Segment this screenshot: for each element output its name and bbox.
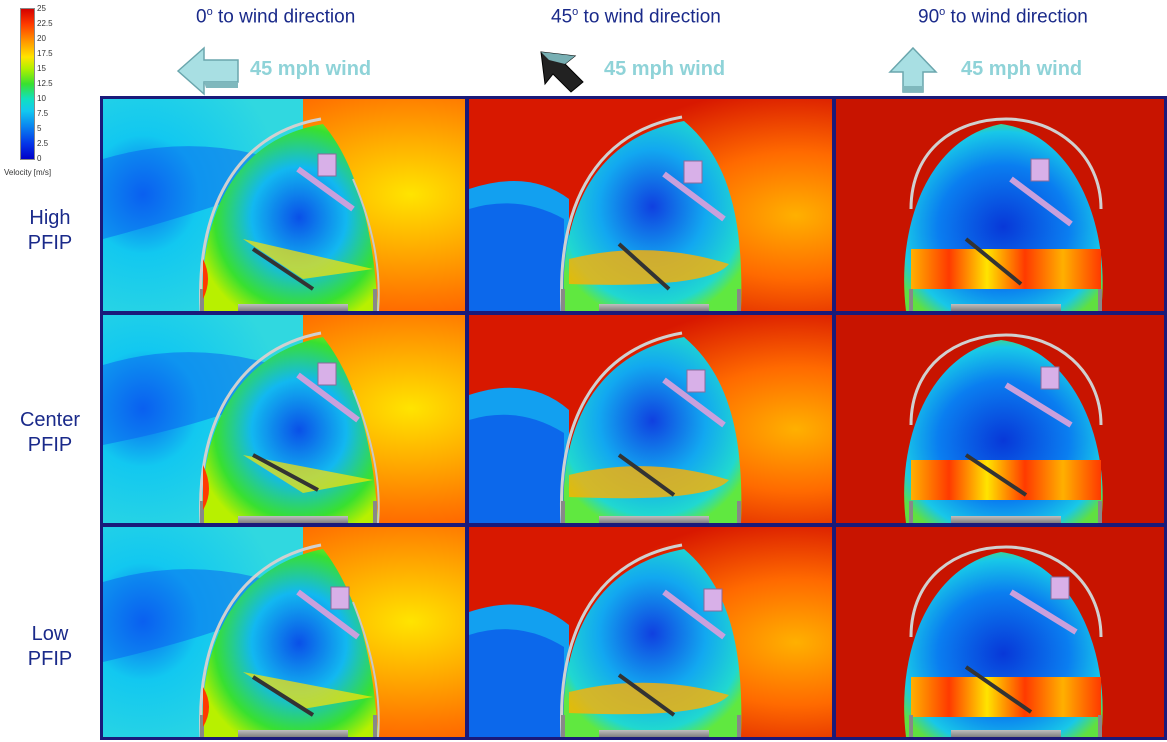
column-title-0: 0o to wind direction xyxy=(196,6,356,28)
wind-label-45: 45 mph wind xyxy=(604,58,726,80)
legend-tick: 2.5 xyxy=(37,139,49,148)
row-label-low: Low PFIP xyxy=(27,623,73,670)
legend-tick: 15 xyxy=(37,64,46,73)
panel-high-90deg xyxy=(836,99,1164,311)
panel-center-90deg xyxy=(836,315,1164,523)
panel-center-45deg xyxy=(469,315,832,523)
legend-tick: 17.5 xyxy=(37,49,53,58)
legend-tick: 0 xyxy=(37,154,42,163)
legend-tick: 20 xyxy=(37,34,46,43)
wind-label-0: 45 mph wind xyxy=(250,58,372,80)
legend-tick: 12.5 xyxy=(37,79,53,88)
left-arrow-icon xyxy=(176,46,239,96)
panel-high-0deg xyxy=(103,99,465,311)
wind-label-90: 45 mph wind xyxy=(961,58,1083,80)
velocity-legend: 25 22.5 20 17.5 15 12.5 10 7.5 5 2.5 0 V… xyxy=(4,4,94,177)
legend-title: Velocity [m/s] xyxy=(4,168,52,177)
legend-tick: 7.5 xyxy=(37,109,49,118)
panel-low-90deg xyxy=(836,527,1164,737)
column-title-45: 45o to wind direction xyxy=(551,6,721,28)
row-label-center: Center PFIP xyxy=(19,409,81,456)
column-title-90: 90o to wind direction xyxy=(918,6,1088,28)
diagonal-arrow-icon xyxy=(540,51,584,93)
velocity-colorbar xyxy=(20,8,35,160)
up-arrow-icon xyxy=(888,46,938,93)
panel-low-45deg xyxy=(469,527,832,737)
legend-tick: 25 xyxy=(37,4,46,13)
legend-tick: 22.5 xyxy=(37,19,53,28)
legend-tick: 10 xyxy=(37,94,46,103)
panel-high-45deg xyxy=(469,99,832,311)
panel-center-0deg xyxy=(103,315,465,523)
legend-tick: 5 xyxy=(37,124,42,133)
velocity-contour-grid xyxy=(100,96,1167,740)
row-label-high: High PFIP xyxy=(27,207,73,254)
panel-low-0deg xyxy=(103,527,465,737)
legend-ticks: 25 22.5 20 17.5 15 12.5 10 7.5 5 2.5 0 xyxy=(37,4,87,166)
